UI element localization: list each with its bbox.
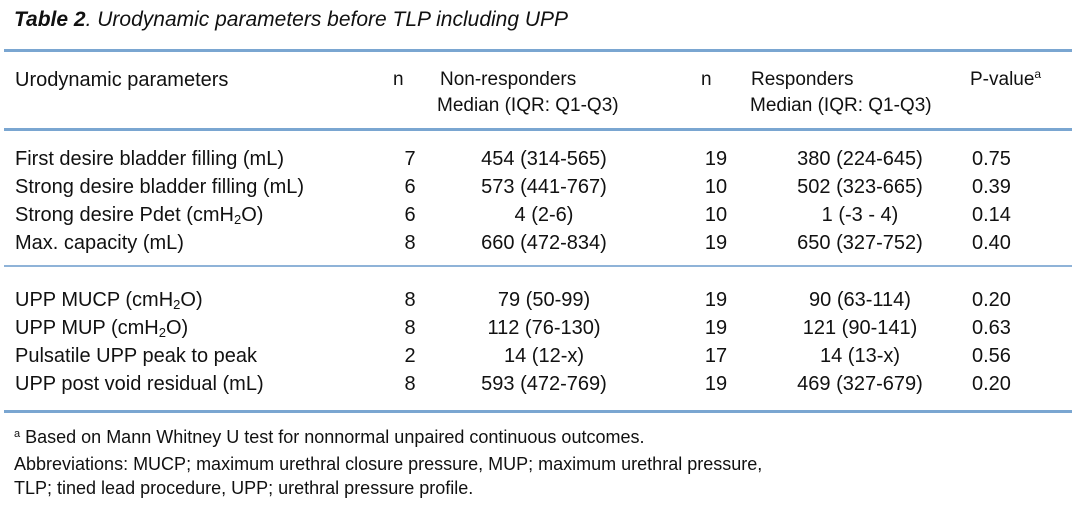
- row-pvalue: 0.14: [972, 204, 1011, 226]
- row-param: UPP MUCP (cmH2O): [15, 289, 203, 312]
- row-n-nonresponders: 8: [404, 232, 416, 254]
- row-nonresponders: 4 (2-6): [514, 204, 574, 226]
- row-pvalue: 0.20: [972, 289, 1011, 311]
- row-n-responders: 19: [704, 148, 728, 170]
- bottom-rule: [4, 410, 1072, 413]
- row-n-nonresponders: 6: [404, 204, 416, 226]
- header-nonresponders-median: Median (IQR: Q1-Q3): [437, 95, 619, 116]
- row-nonresponders: 112 (76-130): [487, 317, 601, 339]
- row-responders: 90 (63-114): [809, 289, 911, 311]
- row-n-nonresponders: 7: [404, 148, 416, 170]
- row-nonresponders: 573 (441-767): [481, 176, 607, 198]
- row-param: Strong desire bladder filling (mL): [15, 176, 305, 198]
- row-pvalue: 0.56: [972, 345, 1011, 367]
- row-responders: 650 (327-752): [797, 232, 923, 254]
- row-pvalue: 0.63: [972, 317, 1011, 339]
- row-responders: 469 (327-679): [797, 373, 923, 395]
- row-nonresponders: 593 (472-769): [481, 373, 607, 395]
- pvalue-footnote-marker: a: [1034, 67, 1042, 81]
- footnote-abbreviations-line2: TLP; tined lead procedure, UPP; urethral…: [14, 478, 474, 498]
- group-divider-rule: [4, 265, 1072, 267]
- row-param: Strong desire Pdet (cmH2O): [15, 204, 264, 227]
- table-title: . Urodynamic parameters before TLP inclu…: [85, 8, 569, 31]
- row-n-nonresponders: 8: [404, 317, 416, 339]
- table-label: Table 2: [14, 8, 86, 31]
- header-responders-median: Median (IQR: Q1-Q3): [750, 95, 932, 116]
- row-nonresponders: 79 (50-99): [497, 289, 591, 311]
- row-n-responders: 10: [704, 204, 728, 226]
- row-nonresponders: 660 (472-834): [481, 232, 607, 254]
- row-pvalue: 0.20: [972, 373, 1011, 395]
- header-rule: [4, 128, 1072, 131]
- row-responders: 1 (-3 - 4): [821, 204, 899, 226]
- row-n-nonresponders: 8: [404, 289, 416, 311]
- row-responders: 121 (90-141): [802, 317, 918, 339]
- footnote-abbreviations-line1: Abbreviations: MUCP; maximum urethral cl…: [14, 454, 763, 474]
- row-responders: 502 (323-665): [797, 176, 923, 198]
- header-pvalue: P-valuea: [970, 67, 1042, 90]
- row-n-responders: 19: [704, 317, 728, 339]
- row-param: UPP MUP (cmH2O): [15, 317, 189, 340]
- header-responders: Responders: [751, 69, 854, 90]
- row-param: UPP post void residual (mL): [15, 373, 264, 395]
- header-nonresponders: Non-responders: [440, 69, 577, 90]
- row-pvalue: 0.40: [972, 232, 1011, 254]
- table-caption: Table 2. Urodynamic parameters before TL…: [14, 8, 568, 32]
- row-n-responders: 19: [704, 289, 728, 311]
- row-responders: 14 (13-x): [819, 345, 901, 367]
- footnote-a: a Based on Mann Whitney U test for nonno…: [14, 427, 645, 447]
- row-param: Pulsatile UPP peak to peak: [15, 345, 258, 367]
- header-n-responders: n: [701, 69, 712, 90]
- row-param: Max. capacity (mL): [15, 232, 184, 254]
- row-nonresponders: 14 (12-x): [503, 345, 585, 367]
- row-pvalue: 0.39: [972, 176, 1011, 198]
- row-n-responders: 19: [704, 373, 728, 395]
- row-pvalue: 0.75: [972, 148, 1011, 170]
- row-n-responders: 10: [704, 176, 728, 198]
- row-n-responders: 17: [704, 345, 728, 367]
- header-n-nonresponders: n: [393, 69, 404, 90]
- row-param: First desire bladder filling (mL): [15, 148, 284, 170]
- row-nonresponders: 454 (314-565): [481, 148, 607, 170]
- row-responders: 380 (224-645): [797, 148, 923, 170]
- row-n-nonresponders: 8: [404, 373, 416, 395]
- row-n-responders: 19: [704, 232, 728, 254]
- header-param: Urodynamic parameters: [15, 69, 229, 91]
- row-n-nonresponders: 2: [404, 345, 416, 367]
- row-n-nonresponders: 6: [404, 176, 416, 198]
- top-rule: [4, 49, 1072, 52]
